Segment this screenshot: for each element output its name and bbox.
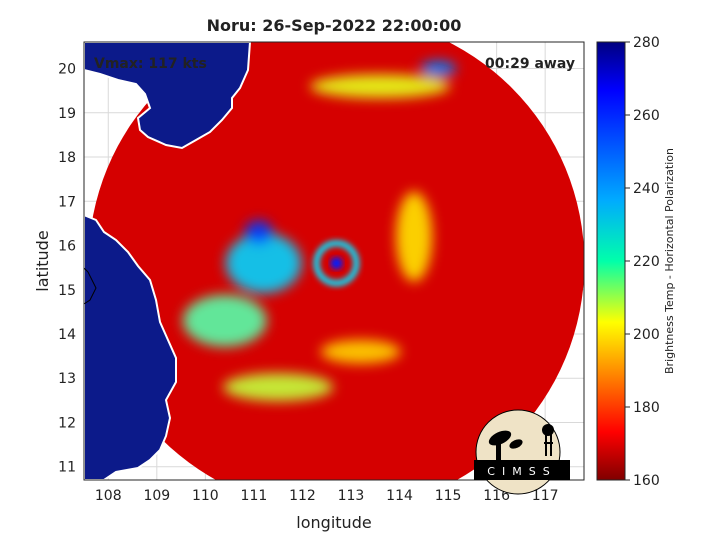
x-tick-label: 115 (435, 488, 462, 504)
feature-band-south (223, 373, 334, 402)
cimss-logo: CIMSS (474, 409, 570, 495)
water-tower-icon (542, 424, 554, 456)
x-tick-label: 109 (143, 488, 170, 504)
colorbar-tick-label: 280 (633, 35, 660, 51)
feature-convection-west (225, 233, 302, 294)
island-coast (84, 267, 97, 305)
feature-hot-spot-north (420, 60, 457, 77)
y-tick-label: 14 (58, 327, 76, 343)
y-tick-label: 18 (58, 150, 76, 166)
y-tick-label: 16 (58, 239, 76, 255)
colorbar-tick-label: 260 (633, 108, 660, 124)
colorbar-tick-label: 200 (633, 327, 660, 343)
y-tick-label: 15 (58, 283, 76, 299)
y-tick-label: 19 (58, 106, 76, 122)
colorbar-tick-label: 160 (633, 473, 660, 489)
x-tick-label: 112 (289, 488, 316, 504)
colorbar-label: Brightness Temp - Horizontal Polarizatio… (663, 148, 676, 374)
x-tick-label: 114 (386, 488, 413, 504)
x-tick-labels: 108 109 110 111 112 113 114 115 116 117 (95, 488, 559, 504)
colorbar (596, 41, 626, 481)
y-tick-label: 11 (58, 460, 76, 476)
convective-features (182, 60, 457, 402)
x-tick-label: 111 (241, 488, 268, 504)
x-tick-label: 108 (95, 488, 122, 504)
x-tick-label: 116 (483, 488, 510, 504)
vmax-label: Vmax: 117 kts (94, 56, 207, 72)
y-tick-label: 12 (58, 415, 76, 431)
chart-title: Noru: 26-Sep-2022 22:00:00 (207, 16, 462, 35)
x-tick-label: 117 (532, 488, 559, 504)
feature-convection-southwest (182, 294, 267, 347)
storm-eye-ring (313, 240, 360, 287)
feature-hot-spot-west (244, 220, 273, 245)
colorbar-tick-labels: 160 180 200 220 240 260 280 (625, 35, 660, 489)
y-tick-labels: 11 12 13 14 15 16 17 18 19 20 (58, 62, 76, 476)
feature-band-north (310, 74, 451, 99)
radar-dish-icon (488, 430, 523, 460)
colorbar-tick-label: 180 (633, 400, 660, 416)
y-tick-label: 20 (58, 62, 76, 78)
land-coastlines (84, 42, 252, 480)
x-axis-label: longitude (296, 513, 371, 532)
land-west (84, 213, 177, 480)
brightness-temperature-swath (88, 42, 584, 480)
storm-eye (330, 257, 343, 270)
logo-text: CIMSS (487, 465, 556, 478)
y-tick-label: 13 (58, 371, 76, 387)
time-offset-label: 00:29 away (485, 56, 575, 72)
feature-band-east (396, 191, 433, 282)
colorbar-tick-label: 240 (633, 181, 660, 197)
feature-band-southeast (320, 339, 401, 364)
colorbar-tick-label: 220 (633, 254, 660, 270)
land-northwest (84, 42, 252, 150)
y-axis-label: latitude (33, 230, 52, 291)
x-tick-label: 110 (192, 488, 219, 504)
x-tick-label: 113 (338, 488, 365, 504)
y-tick-label: 17 (58, 194, 76, 210)
axes-box (83, 41, 585, 481)
